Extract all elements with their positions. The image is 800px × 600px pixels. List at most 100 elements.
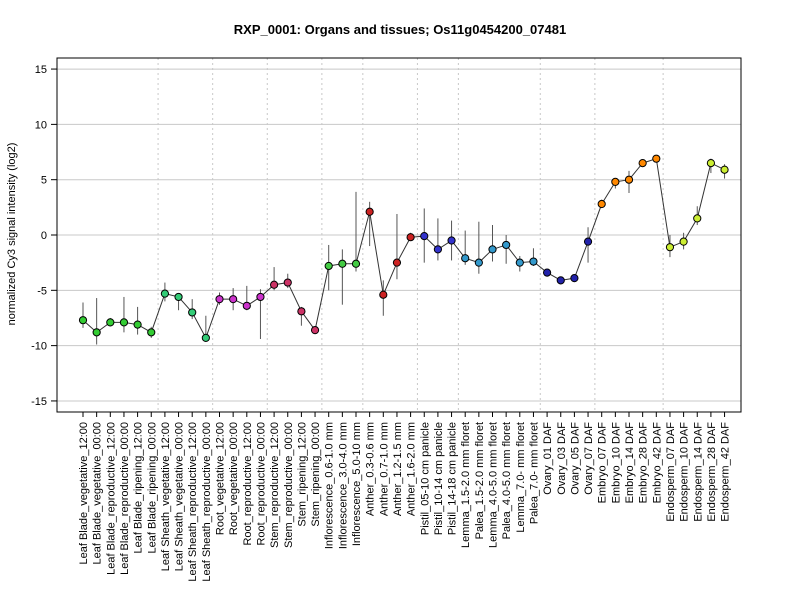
data-point <box>324 261 333 271</box>
y-axis-label: normalized Cy3 signal intensity (log2) <box>6 143 18 326</box>
x-tick-label: Inflorescence_3.0-4.0 mm <box>337 422 349 549</box>
data-points <box>78 154 729 342</box>
x-tick-label: Endosperm_10 DAF <box>679 422 691 522</box>
x-tick-label: Stem_ripening_12:00 <box>296 422 308 527</box>
x-tick-label: Root_reproductive_12:00 <box>242 422 254 546</box>
error-bars <box>82 157 726 345</box>
x-tick-label: Root_reproductive_00:00 <box>255 422 267 546</box>
data-point <box>174 292 183 302</box>
data-point <box>351 259 361 268</box>
data-point <box>433 245 442 254</box>
x-tick-label: Root_vegetative_00:00 <box>228 422 240 535</box>
x-axis: Leaf Blade_vegetative_12:00 Leaf Blade_ve… <box>78 412 732 582</box>
data-point <box>256 292 265 302</box>
data-point <box>365 207 374 216</box>
data-point <box>201 333 210 342</box>
data-point <box>543 268 552 277</box>
x-tick-label: Ovary_01 DAF <box>542 422 554 495</box>
x-tick-label: Root_vegetative_12:00 <box>215 422 227 535</box>
data-point <box>92 328 101 337</box>
y-tick-label: -5 <box>37 285 47 297</box>
x-tick-label: Inflorescence_0.6-1.0 mm <box>324 422 336 549</box>
data-point <box>379 290 388 299</box>
data-point <box>611 177 620 186</box>
data-point <box>570 274 579 283</box>
x-tick-label: Palea_1.5-2.0 mm floret <box>474 422 486 539</box>
x-tick-label: Leaf Blade_ripening_00:00 <box>146 422 158 554</box>
x-tick-label: Pistil_05-10 cm panicle <box>419 422 431 535</box>
data-point <box>78 316 88 325</box>
x-tick-label: Embryo_28 DAF <box>638 422 650 504</box>
x-tick-label: Embryo_42 DAF <box>651 422 663 504</box>
data-point <box>392 258 402 267</box>
y-tick-label: -15 <box>31 396 47 408</box>
x-tick-label: Stem_reproductive_12:00 <box>269 422 281 548</box>
data-point <box>242 301 251 310</box>
x-tick-label: Anther_1.2-1.5 mm <box>392 422 404 516</box>
x-tick-label: Pistil_14-18 cm panicle <box>447 422 459 535</box>
x-tick-label: Embryo_10 DAF <box>610 422 622 504</box>
data-point <box>283 278 292 287</box>
y-tick-label: -10 <box>31 341 47 353</box>
data-point <box>461 254 470 263</box>
x-tick-label: Endosperm_14 DAF <box>692 422 704 522</box>
series-line <box>82 158 725 340</box>
data-point <box>119 318 129 327</box>
series-line-layer <box>82 158 725 340</box>
x-tick-label: Lemma_1.5-2.0 mm floret <box>460 422 472 548</box>
x-tick-label: Inflorescence_5.0-10 mm <box>351 422 363 546</box>
data-point <box>488 245 497 254</box>
x-tick-label: Leaf Blade_vegetative_12:00 <box>78 422 90 565</box>
data-point <box>706 158 716 168</box>
data-point <box>638 158 647 168</box>
x-tick-label: Endosperm_07 DAF <box>665 422 677 522</box>
data-point <box>515 258 524 267</box>
data-point <box>420 232 429 241</box>
data-point <box>720 165 729 174</box>
x-tick-label: Palea_4.0-5.0 mm floret <box>501 422 513 539</box>
x-tick-label: Ovary_07 DAF <box>583 422 595 495</box>
y-tick-label: 5 <box>41 175 47 187</box>
x-tick-label: Ovary_03 DAF <box>556 422 568 495</box>
x-tick-label: Leaf Blade_ripening_12:00 <box>133 422 145 554</box>
data-point <box>583 237 593 246</box>
data-point <box>106 318 115 327</box>
data-point <box>624 175 634 184</box>
data-point <box>215 295 224 304</box>
data-point <box>338 259 347 268</box>
x-tick-label: Endosperm_42 DAF <box>720 422 732 522</box>
x-tick-label: Leaf Blade_vegetative_00:00 <box>92 422 104 565</box>
grid-layer <box>57 58 741 412</box>
y-tick-label: 0 <box>41 230 47 242</box>
data-point <box>188 308 197 317</box>
data-point <box>310 326 320 335</box>
data-point <box>147 328 156 337</box>
data-point <box>297 307 306 316</box>
x-tick-label: Leaf Blade_reproductive_12:00 <box>105 422 117 575</box>
data-point <box>597 199 606 209</box>
data-point <box>693 214 702 223</box>
data-point <box>270 280 279 289</box>
x-tick-label: Endosperm_28 DAF <box>706 422 718 522</box>
x-tick-label: Leaf Sheath_vegetative_00:00 <box>174 422 186 571</box>
x-tick-label: Leaf Sheath_reproductive_12:00 <box>187 422 199 582</box>
data-point <box>406 233 415 242</box>
x-tick-label: Embryo_14 DAF <box>624 422 636 504</box>
x-tick-label: Leaf Sheath_reproductive_00:00 <box>201 422 213 582</box>
data-point <box>556 276 565 285</box>
x-tick-label: Stem_ripening_00:00 <box>310 422 322 527</box>
x-tick-label: Anther_0.3-0.6 mm <box>365 422 377 516</box>
data-point <box>133 320 142 329</box>
plot-frame <box>56 57 742 413</box>
x-tick-label: Lemma_4.0-5.0 mm floret <box>488 422 500 548</box>
data-point <box>447 236 456 245</box>
data-point <box>474 258 483 267</box>
x-tick-label: Lemma_7.0- mm floret <box>515 422 527 533</box>
x-tick-label: Pistil_10-14 cm panicle <box>433 422 445 535</box>
x-tick-label: Palea_7.0- mm floret <box>528 422 540 524</box>
x-tick-label: Leaf Sheath_vegetative_12:00 <box>160 422 172 571</box>
x-tick-label: Embryo_07 DAF <box>597 422 609 504</box>
data-point <box>679 237 688 246</box>
data-point <box>502 240 511 250</box>
